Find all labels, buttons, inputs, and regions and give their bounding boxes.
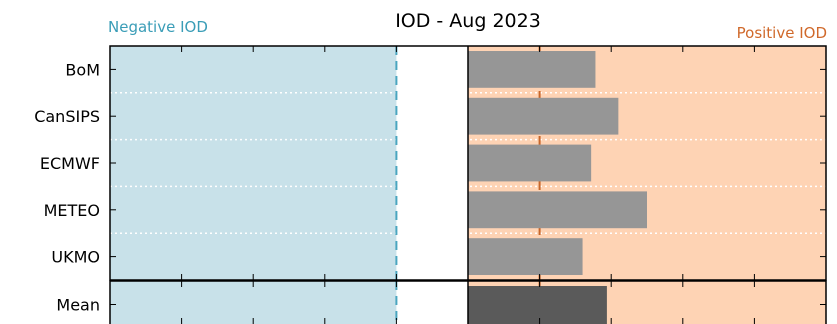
positive-iod-label: Positive IOD	[737, 24, 827, 42]
chart-title: IOD - Aug 2023	[395, 10, 541, 32]
bar-meteo	[468, 191, 647, 229]
bar-cansips	[468, 97, 619, 135]
bar-bom	[468, 51, 596, 88]
mean-negative-region	[110, 281, 397, 324]
category-label: CanSIPS	[34, 107, 100, 126]
category-label: BoM	[65, 60, 100, 79]
bar-mean	[468, 286, 607, 324]
category-label: METEO	[44, 201, 100, 220]
category-label: ECMWF	[40, 154, 100, 173]
negative-iod-label: Negative IOD	[108, 18, 208, 36]
bar-ecmwf	[468, 144, 592, 182]
mean-label: Mean	[56, 296, 100, 315]
negative-region	[110, 46, 397, 280]
category-label: UKMO	[51, 248, 100, 267]
bar-ukmo	[468, 238, 583, 275]
